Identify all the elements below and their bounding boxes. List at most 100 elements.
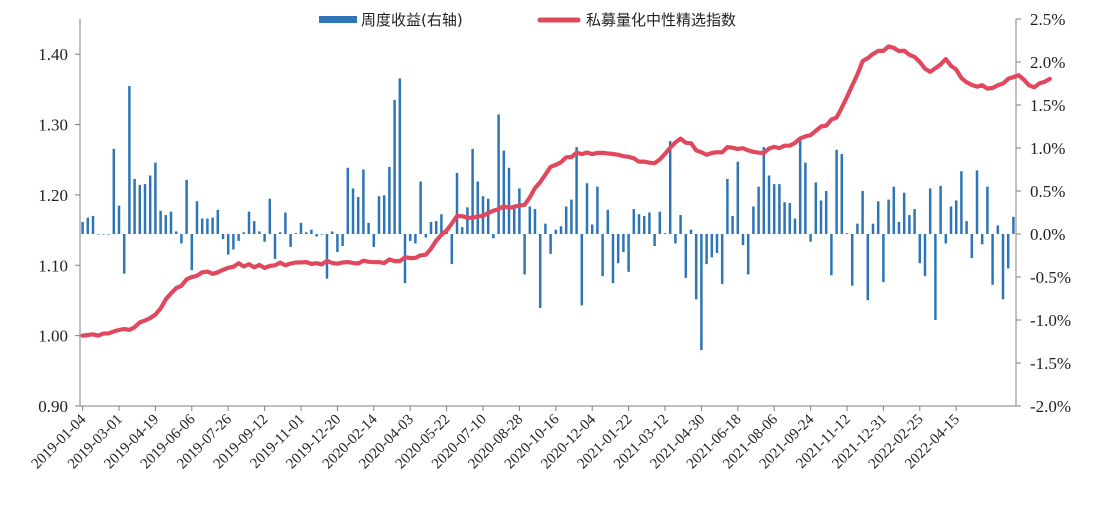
weekly-return-bar (876, 201, 880, 234)
weekly-return-bar (450, 234, 454, 265)
weekly-return-bar (658, 211, 662, 234)
weekly-return-bar (575, 147, 578, 234)
weekly-return-bar (466, 207, 469, 234)
legend-bar-swatch (319, 16, 357, 23)
weekly-return-bar (663, 233, 667, 234)
weekly-return-bar (492, 234, 495, 239)
y-right-tick-label: 2.5% (1030, 10, 1065, 29)
weekly-return-bar (382, 195, 386, 234)
weekly-return-bar (980, 234, 984, 245)
weekly-return-bar (252, 221, 256, 234)
weekly-return-bar (351, 188, 355, 234)
weekly-return-bar (944, 234, 948, 244)
weekly-return-bar (694, 234, 698, 300)
weekly-return-bar (726, 178, 729, 234)
weekly-return-bar (975, 170, 979, 234)
weekly-return-bar (783, 202, 786, 234)
weekly-return-bar (1012, 216, 1015, 234)
weekly-return-bar (913, 209, 916, 234)
weekly-return-bar (871, 223, 875, 234)
weekly-return-bar (611, 234, 615, 284)
weekly-return-bar (804, 162, 807, 234)
weekly-return-bar (268, 198, 272, 234)
weekly-return-bar (414, 234, 417, 244)
weekly-return-bar (512, 204, 516, 234)
weekly-return-bar (528, 206, 532, 234)
weekly-return-bar (788, 203, 792, 234)
weekly-return-bar (564, 206, 568, 234)
weekly-return-bar (258, 231, 261, 234)
weekly-return-bar (273, 234, 277, 259)
y-right-tick-label: -0.5% (1030, 268, 1071, 287)
weekly-return-bar (216, 209, 220, 234)
weekly-return-bar (731, 215, 734, 234)
weekly-return-bar (455, 172, 459, 234)
weekly-return-bar (923, 234, 927, 277)
weekly-return-bar (705, 234, 708, 265)
weekly-return-bar (174, 231, 178, 234)
weekly-return-bar (684, 234, 688, 278)
weekly-return-bar (986, 186, 989, 234)
weekly-return-bar (310, 229, 313, 234)
weekly-return-bar (918, 234, 922, 264)
weekly-return-bar (861, 191, 864, 234)
weekly-return-bar (242, 232, 246, 234)
weekly-return-bar (856, 223, 859, 234)
weekly-return-bar (377, 196, 381, 234)
weekly-return-bar (518, 188, 521, 234)
weekly-return-bar (1006, 234, 1010, 269)
weekly-return-bar (882, 234, 885, 283)
weekly-return-bar (700, 234, 703, 351)
weekly-return-bar (991, 234, 994, 285)
weekly-return-bar (112, 148, 116, 234)
weekly-return-bar (419, 181, 422, 234)
y-right-tick-label: 0.0% (1030, 225, 1065, 244)
weekly-return-bars (81, 78, 1015, 351)
weekly-return-bar (902, 192, 906, 234)
y-right-tick-label: -1.5% (1030, 354, 1071, 373)
weekly-return-bar (247, 211, 251, 234)
y-right-tick-label: 0.5% (1030, 182, 1065, 201)
weekly-return-bar (502, 150, 506, 234)
legend-bar-label: 周度收益(右轴) (361, 11, 463, 29)
index-line-layer (80, 44, 1052, 338)
weekly-return-bar (637, 214, 641, 234)
weekly-return-bar (590, 224, 594, 234)
weekly-return-bar (294, 233, 298, 234)
weekly-return-bar (928, 188, 932, 234)
weekly-return-bar (533, 209, 537, 234)
weekly-return-bar (190, 234, 194, 271)
weekly-return-bar (689, 229, 693, 234)
weekly-return-bar (263, 234, 266, 242)
weekly-return-bar (762, 147, 766, 234)
weekly-return-bar (393, 99, 396, 234)
y-right-tick-label: 1.5% (1030, 96, 1065, 115)
weekly-return-bar (752, 206, 755, 234)
weekly-return-bar (362, 169, 365, 234)
weekly-return-bar (315, 234, 318, 237)
weekly-return-bar (830, 234, 833, 276)
weekly-return-bar (934, 234, 937, 320)
weekly-return-bar (523, 234, 526, 275)
weekly-return-bar (601, 234, 604, 277)
weekly-return-bar (746, 234, 750, 275)
weekly-return-bar (429, 221, 433, 234)
legend: 周度收益(右轴) 私募量化中性精选指数 (319, 11, 736, 29)
weekly-return-bar (299, 222, 303, 234)
weekly-return-bar (133, 178, 136, 234)
weekly-return-bar (544, 223, 547, 234)
weekly-return-bar (195, 201, 199, 234)
weekly-return-bar (107, 234, 110, 235)
weekly-return-bar (497, 114, 500, 234)
weekly-return-bar (164, 215, 168, 234)
weekly-return-bar (211, 217, 214, 234)
weekly-return-bar (814, 182, 818, 234)
weekly-return-bar (741, 234, 745, 246)
y-left-tick-label: 1.40 (38, 45, 68, 64)
weekly-return-bar (845, 233, 849, 234)
weekly-return-bar (642, 215, 646, 234)
weekly-return-bar (835, 149, 838, 234)
weekly-return-bar (939, 185, 942, 234)
